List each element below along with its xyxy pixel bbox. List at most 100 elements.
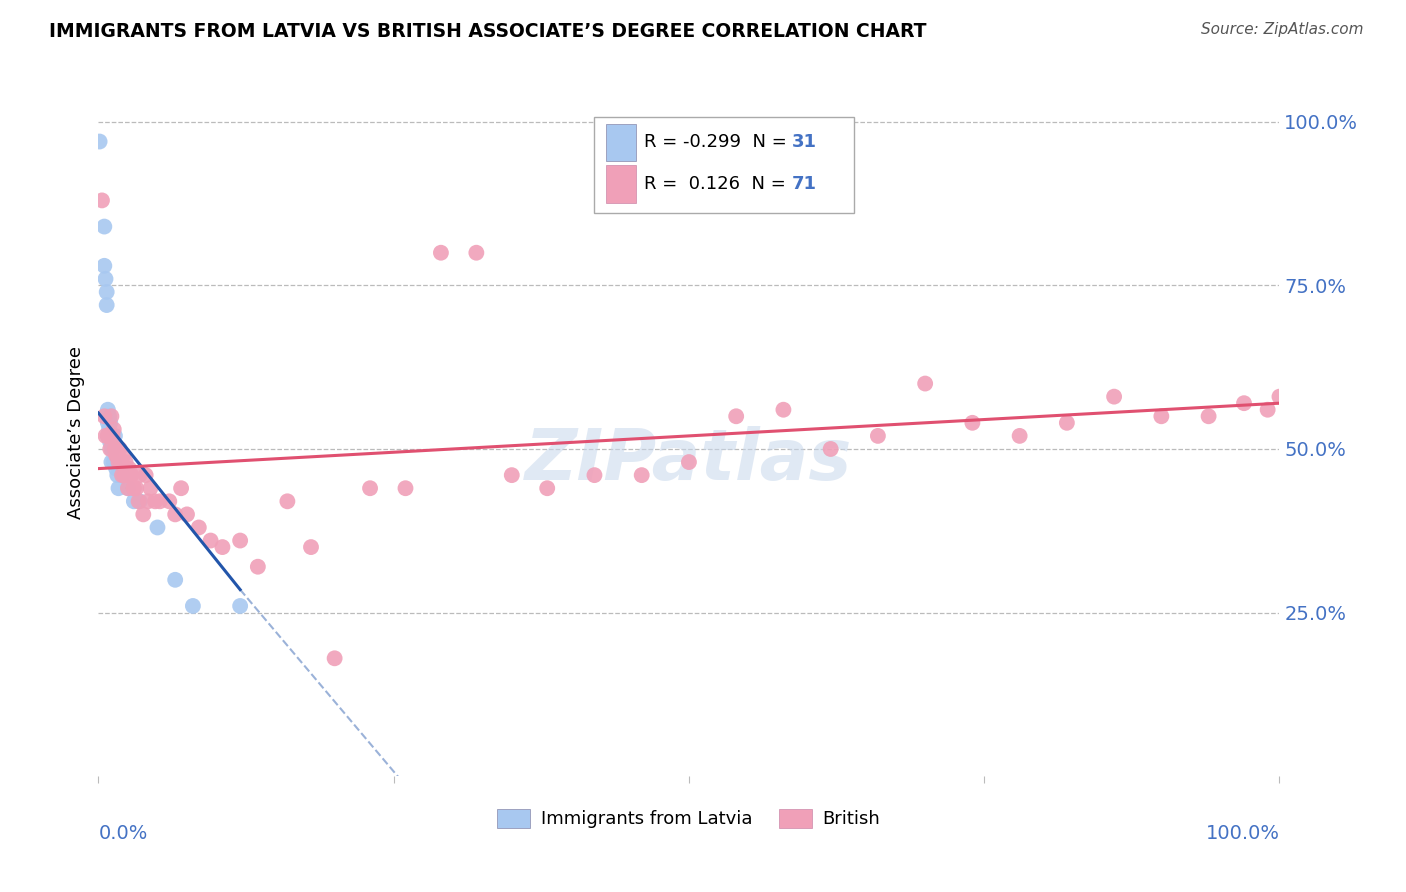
- Point: [128, 468, 150, 483]
- Point: [112, 468, 135, 483]
- Text: 31: 31: [792, 134, 817, 152]
- Point: [105, 449, 128, 463]
- Point: [93, 259, 115, 273]
- Point: [101, 442, 124, 456]
- Point: [820, 442, 842, 456]
- Bar: [606, 124, 636, 161]
- Point: [94, 272, 117, 286]
- Point: [111, 468, 134, 483]
- Text: 0.0%: 0.0%: [98, 824, 148, 843]
- Point: [211, 540, 233, 554]
- Point: [104, 442, 127, 456]
- Point: [1150, 409, 1173, 424]
- Point: [246, 559, 269, 574]
- Point: [93, 409, 115, 424]
- Point: [136, 494, 159, 508]
- Point: [103, 455, 125, 469]
- Point: [1056, 416, 1078, 430]
- Point: [125, 481, 148, 495]
- Point: [100, 429, 122, 443]
- Point: [94, 429, 117, 443]
- Legend: Immigrants from Latvia, British: Immigrants from Latvia, British: [491, 802, 887, 836]
- Point: [97, 429, 120, 443]
- Point: [583, 468, 606, 483]
- Point: [146, 520, 169, 534]
- Point: [103, 422, 125, 436]
- Point: [1008, 429, 1031, 443]
- Point: [176, 508, 198, 522]
- Point: [89, 135, 111, 149]
- Point: [97, 429, 120, 443]
- Text: Source: ZipAtlas.com: Source: ZipAtlas.com: [1201, 22, 1364, 37]
- Point: [115, 468, 138, 483]
- Point: [105, 449, 128, 463]
- Text: 100.0%: 100.0%: [1205, 824, 1279, 843]
- Point: [149, 494, 172, 508]
- FancyBboxPatch shape: [595, 117, 855, 213]
- Point: [630, 468, 652, 483]
- Point: [132, 508, 155, 522]
- Point: [1233, 396, 1256, 410]
- Point: [139, 481, 162, 495]
- Point: [678, 455, 700, 469]
- Bar: [606, 165, 636, 202]
- Point: [122, 494, 145, 508]
- Point: [157, 494, 180, 508]
- Point: [96, 298, 118, 312]
- Text: R =  0.126  N =: R = 0.126 N =: [644, 175, 792, 193]
- Point: [114, 455, 136, 469]
- Point: [128, 494, 150, 508]
- Point: [299, 540, 322, 554]
- Point: [98, 429, 121, 443]
- Point: [98, 429, 121, 443]
- Point: [394, 481, 416, 495]
- Point: [430, 245, 453, 260]
- Point: [117, 481, 139, 495]
- Point: [501, 468, 523, 483]
- Point: [98, 422, 121, 436]
- Point: [772, 402, 794, 417]
- Point: [98, 416, 121, 430]
- Point: [112, 449, 135, 463]
- Point: [866, 429, 889, 443]
- Point: [200, 533, 222, 548]
- Point: [111, 468, 134, 483]
- Point: [117, 481, 139, 495]
- Point: [914, 376, 936, 391]
- Point: [105, 461, 128, 475]
- Point: [100, 442, 122, 456]
- Point: [229, 599, 252, 613]
- Point: [1257, 402, 1279, 417]
- Point: [128, 494, 150, 508]
- Text: 71: 71: [792, 175, 817, 193]
- Point: [187, 520, 209, 534]
- Point: [323, 651, 346, 665]
- Point: [122, 481, 145, 495]
- Point: [465, 245, 488, 260]
- Point: [276, 494, 298, 508]
- Point: [135, 468, 157, 483]
- Point: [98, 429, 121, 443]
- Point: [107, 481, 129, 495]
- Point: [165, 573, 187, 587]
- Point: [165, 508, 187, 522]
- Point: [100, 455, 122, 469]
- Point: [91, 194, 114, 208]
- Point: [725, 409, 748, 424]
- Point: [104, 429, 127, 443]
- Text: ZIPatlas: ZIPatlas: [526, 425, 852, 494]
- Point: [107, 455, 129, 469]
- Point: [122, 481, 145, 495]
- Point: [97, 402, 120, 417]
- Point: [229, 533, 252, 548]
- Point: [118, 461, 141, 475]
- Text: R = -0.299  N =: R = -0.299 N =: [644, 134, 793, 152]
- Point: [1198, 409, 1220, 424]
- Point: [100, 409, 122, 424]
- Point: [97, 416, 120, 430]
- Point: [120, 468, 142, 483]
- Point: [98, 442, 121, 456]
- Y-axis label: Associate’s Degree: Associate’s Degree: [66, 346, 84, 519]
- Point: [93, 219, 115, 234]
- Point: [98, 409, 121, 424]
